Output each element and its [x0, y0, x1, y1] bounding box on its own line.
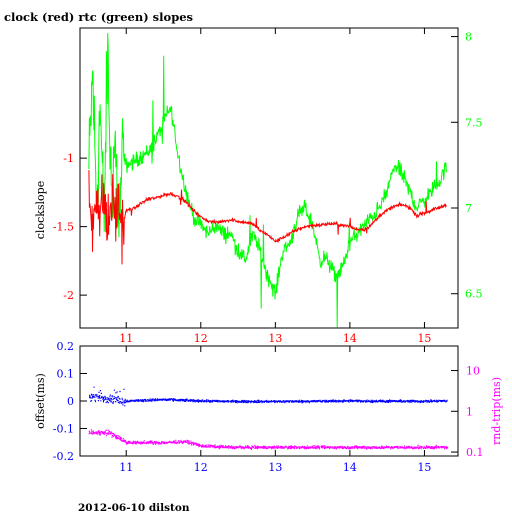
bottom-right-y-tick-label: 0.1: [466, 446, 484, 459]
top-x-tick-label: 12: [194, 332, 208, 345]
footer-label: 2012-06-10 dilston: [78, 502, 190, 512]
top-y-axis-label: clockslope: [34, 181, 47, 239]
top-x-tick-label: 11: [119, 332, 133, 345]
top-panel: 11 12 13 14 15 -1 -1.5 -2 8 7.5 7 6.5 clockslope: [34, 27, 483, 345]
bottom-x-tick-label: 12: [194, 461, 208, 474]
bottom-x-tick-label: 14: [343, 461, 357, 474]
bottom-x-tick-label: 15: [417, 461, 431, 474]
top-left-y-tick-label: -1.5: [53, 221, 74, 234]
top-left-y-tick-label: -2: [63, 289, 74, 302]
bottom-left-y-tick-label: 0: [67, 395, 74, 408]
chart-title: clock (red) rtc (green) slopes: [4, 10, 193, 24]
bottom-left-y-tick-label: 0.2: [57, 340, 75, 353]
bottom-left-axis-label: offset(ms): [34, 373, 47, 429]
top-right-y-tick-label: 7: [465, 202, 472, 215]
top-x-tick-label: 14: [343, 332, 357, 345]
bottom-left-y-tick-label: -0.1: [53, 423, 74, 436]
bottom-right-y-tick-label: 10: [466, 365, 480, 378]
top-left-y-tick-label: -1: [63, 152, 74, 165]
bottom-x-tick-label: 11: [119, 461, 133, 474]
top-x-tick-label: 13: [268, 332, 282, 345]
rtc-slope-line: [88, 33, 447, 328]
bottom-marks: 11 12 13 14 15 0.2 0.1 0 -0.1 -0.2 10 1 0.1: [53, 340, 484, 474]
top-right-y-tick-label: 6.5: [465, 288, 483, 301]
bottom-x-tick-label: 13: [268, 461, 282, 474]
bottom-plot-frame: [79, 345, 459, 457]
bottom-left-y-tick-label: 0.1: [57, 368, 75, 381]
clock-slope-line: [88, 170, 447, 265]
bottom-right-y-tick-label: 1: [466, 405, 473, 418]
roundtrip-scatter-points: [88, 429, 449, 450]
top-right-y-tick-label: 8: [465, 31, 472, 44]
top-x-tick-label: 15: [417, 332, 431, 345]
bottom-panel: 11 12 13 14 15 0.2 0.1 0 -0.1 -0.2 10 1 0.1 offset(m…: [34, 340, 503, 474]
bottom-right-axis-label: rnd-trip(ms): [490, 377, 503, 445]
offset-scatter-points: [89, 386, 448, 407]
bottom-left-y-tick-label: -0.2: [53, 450, 74, 463]
top-plot-frame: [79, 27, 459, 329]
top-marks: 11 12 13 14 15 -1 -1.5 -2 8 7.5 7 6.5: [53, 28, 483, 345]
top-right-y-tick-label: 7.5: [465, 116, 483, 129]
